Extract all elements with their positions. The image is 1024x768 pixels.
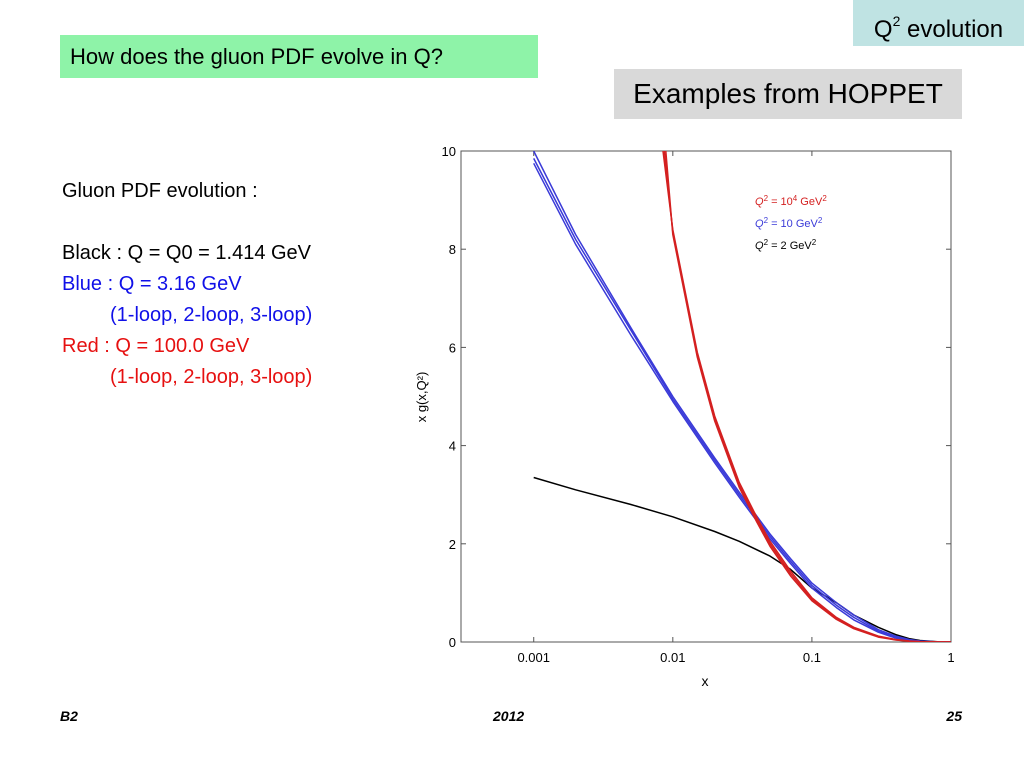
notes-red-sub: (1-loop, 2-loop, 3-loop): [110, 366, 313, 388]
plot-frame: [460, 150, 952, 643]
notes-black: Black : Q = Q0 = 1.414 GeV: [62, 242, 312, 264]
y-tick-label: 8: [449, 242, 456, 257]
series-line: [665, 151, 951, 642]
legend-entry: Q2 = 2 GeV2: [755, 238, 817, 253]
tag-prefix: Q: [873, 16, 893, 43]
footer-page-number: 25: [946, 708, 962, 724]
x-tick-label: 0.1: [803, 650, 821, 665]
y-tick-label: 4: [449, 439, 456, 454]
notes-heading: Gluon PDF evolution :: [62, 180, 258, 202]
notes-red: Red : Q = 100.0 GeV: [62, 335, 250, 357]
x-tick-label: 0.001: [517, 650, 550, 665]
notes-blue-sub: (1-loop, 2-loop, 3-loop): [110, 304, 313, 326]
footer-center: 2012: [493, 708, 525, 724]
y-tick-label: 10: [442, 144, 456, 159]
slide-tag: Q2 evolution: [853, 0, 1024, 46]
y-axis-label: x g(x,Q²): [414, 372, 429, 423]
legend: Q2 = 104 GeV2 Q2 = 10 GeV2 Q2 = 2 GeV2: [755, 194, 827, 253]
legend-entry: Q2 = 10 GeV2: [755, 216, 823, 231]
x-tick-label: 1: [947, 650, 954, 665]
examples-banner: Examples from HOPPET: [614, 69, 962, 119]
x-axis-label: x: [702, 673, 709, 689]
notes-spacer: [62, 207, 392, 238]
y-tick-label: 2: [449, 537, 456, 552]
notes-panel: Gluon PDF evolution : Black : Q = Q0 = 1…: [62, 176, 392, 393]
tag-superscript: 2: [892, 13, 901, 29]
notes-blue: Blue : Q = 3.16 GeV: [62, 273, 242, 295]
question-banner: How does the gluon PDF evolve in Q?: [60, 35, 538, 78]
legend-entry: Q2 = 104 GeV2: [755, 194, 827, 209]
tag-suffix: evolution: [900, 16, 1004, 43]
footer-left: B2: [60, 708, 78, 724]
y-tick-label: 6: [449, 340, 456, 355]
x-tick-label: 0.01: [660, 650, 685, 665]
curves: [533, 151, 951, 642]
y-tick-label: 0: [449, 635, 456, 650]
